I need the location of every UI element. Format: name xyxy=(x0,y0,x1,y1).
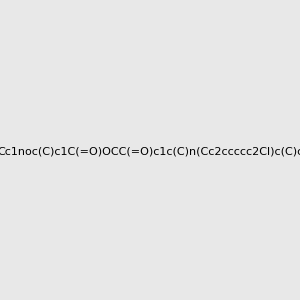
Text: Cc1noc(C)c1C(=O)OCC(=O)c1c(C)n(Cc2ccccc2Cl)c(C)c1: Cc1noc(C)c1C(=O)OCC(=O)c1c(C)n(Cc2ccccc2… xyxy=(0,146,300,157)
